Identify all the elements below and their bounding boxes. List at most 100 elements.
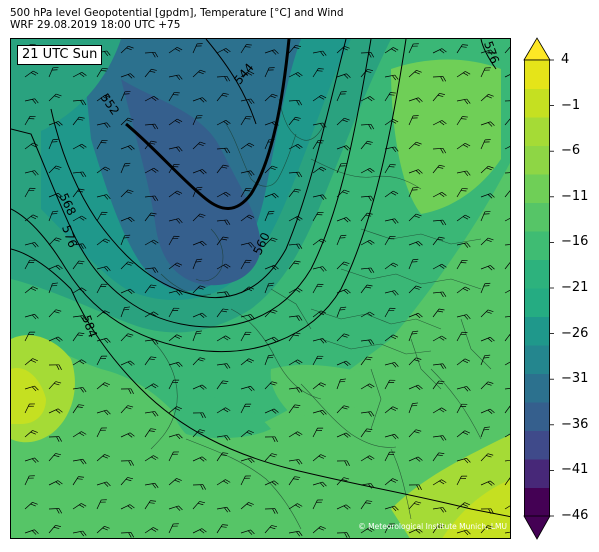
- wind-barb: [456, 457, 471, 464]
- wind-barb: [192, 186, 203, 198]
- wind-barb: [480, 354, 491, 366]
- colorbar-segment: [524, 145, 550, 175]
- wind-barb: [360, 339, 375, 345]
- wind-barb: [192, 115, 203, 126]
- wind-barb: [288, 404, 301, 414]
- wind-barb: [480, 121, 495, 127]
- wind-barb: [264, 354, 275, 366]
- wind-barb: [408, 357, 422, 366]
- wind-barb: [504, 404, 510, 414]
- contour-544: [205, 39, 257, 125]
- wind-barb: [48, 524, 61, 534]
- wind-barb: [192, 528, 207, 534]
- wind-barb: [120, 73, 135, 79]
- wind-barb: [480, 508, 494, 514]
- wind-barb: [456, 44, 469, 54]
- wind-barb: [288, 116, 301, 126]
- wind-barb: [336, 217, 351, 223]
- wind-barb: [144, 500, 157, 510]
- wind-barb: [144, 527, 159, 534]
- wind-barb: [240, 142, 255, 150]
- wind-barb: [312, 382, 327, 390]
- contour-584-tail: [11, 248, 72, 290]
- wind-barb: [384, 505, 399, 512]
- wind-barb: [480, 93, 494, 102]
- wind-barb: [504, 171, 510, 174]
- wind-barb: [432, 479, 447, 486]
- wind-barb: [384, 433, 399, 440]
- wind-barb: [456, 430, 471, 438]
- wind-barb: [240, 259, 252, 270]
- colorbar-segment: [524, 316, 550, 346]
- wind-barb: [48, 121, 63, 127]
- wind-barb: [336, 261, 350, 270]
- wind-barb: [336, 145, 351, 151]
- colorbar-segment: [524, 231, 550, 260]
- wind-barb: [120, 45, 134, 54]
- wind-barb: [120, 504, 135, 510]
- wind-barb: [168, 163, 180, 174]
- wind-barb: [432, 524, 445, 534]
- wind-barb: [168, 218, 183, 224]
- wind-barb: [504, 359, 510, 366]
- weather-map: 544 552 560 568 576 576 584: [10, 38, 511, 539]
- wind-barb: [120, 261, 134, 270]
- wind-barb: [216, 524, 229, 534]
- wind-barb: [408, 187, 419, 198]
- wind-barb: [96, 139, 108, 150]
- contour-560: [50, 39, 347, 299]
- wind-barb: [480, 49, 495, 55]
- wind-barb: [144, 68, 157, 78]
- wind-barb: [360, 52, 375, 58]
- wind-barb: [48, 192, 63, 199]
- wind-barb: [192, 357, 206, 366]
- wind-barb: [504, 45, 510, 54]
- wind-barb: [48, 165, 62, 174]
- wind-barb: [432, 380, 445, 390]
- wind-barb: [168, 406, 182, 414]
- wind-barb: [192, 456, 207, 462]
- wind-barb: [336, 288, 351, 295]
- wind-barb: [144, 123, 159, 130]
- wind-barb: [432, 435, 447, 441]
- wind-barb: [312, 338, 327, 344]
- wind-barb: [48, 480, 63, 486]
- wind-barb: [360, 483, 375, 489]
- wind-barb: [504, 459, 510, 462]
- wind-barb: [384, 379, 396, 390]
- wind-barb: [48, 436, 62, 442]
- temperature-field: [11, 39, 510, 538]
- wind-barb: [288, 44, 301, 54]
- contour-584: [70, 288, 510, 518]
- wind-barb: [432, 92, 445, 102]
- colorbar-frame: [524, 59, 550, 517]
- wind-barb: [264, 480, 279, 486]
- wind-barb: [432, 219, 447, 226]
- wind-barb: [408, 429, 422, 438]
- wind-barb: [72, 387, 87, 393]
- wind-barb: [312, 454, 326, 462]
- wind-barb: [120, 532, 135, 538]
- wind-barb: [504, 287, 510, 294]
- wind-barb: [24, 385, 39, 392]
- wind-barb: [288, 143, 303, 150]
- wind-barb: [216, 380, 229, 390]
- wind-barb: [72, 215, 87, 222]
- wind-barb: [192, 141, 206, 150]
- wind-barb: [96, 355, 108, 366]
- wind-barb: [24, 187, 36, 198]
- wind-barb: [384, 47, 399, 54]
- wind-barb: [312, 166, 327, 174]
- wind-barb: [408, 456, 423, 462]
- wind-barb: [336, 405, 350, 414]
- wind-barb: [96, 409, 111, 416]
- wind-barb: [264, 165, 278, 174]
- wind-barb: [432, 407, 447, 414]
- wind-barb: [168, 334, 183, 342]
- wind-barb: [72, 243, 87, 249]
- wind-barb: [192, 97, 207, 103]
- wind-barb: [216, 219, 231, 226]
- wind-barb: [120, 388, 134, 394]
- wind-barb: [384, 290, 399, 296]
- colorbar-tick-label: −41: [561, 462, 589, 478]
